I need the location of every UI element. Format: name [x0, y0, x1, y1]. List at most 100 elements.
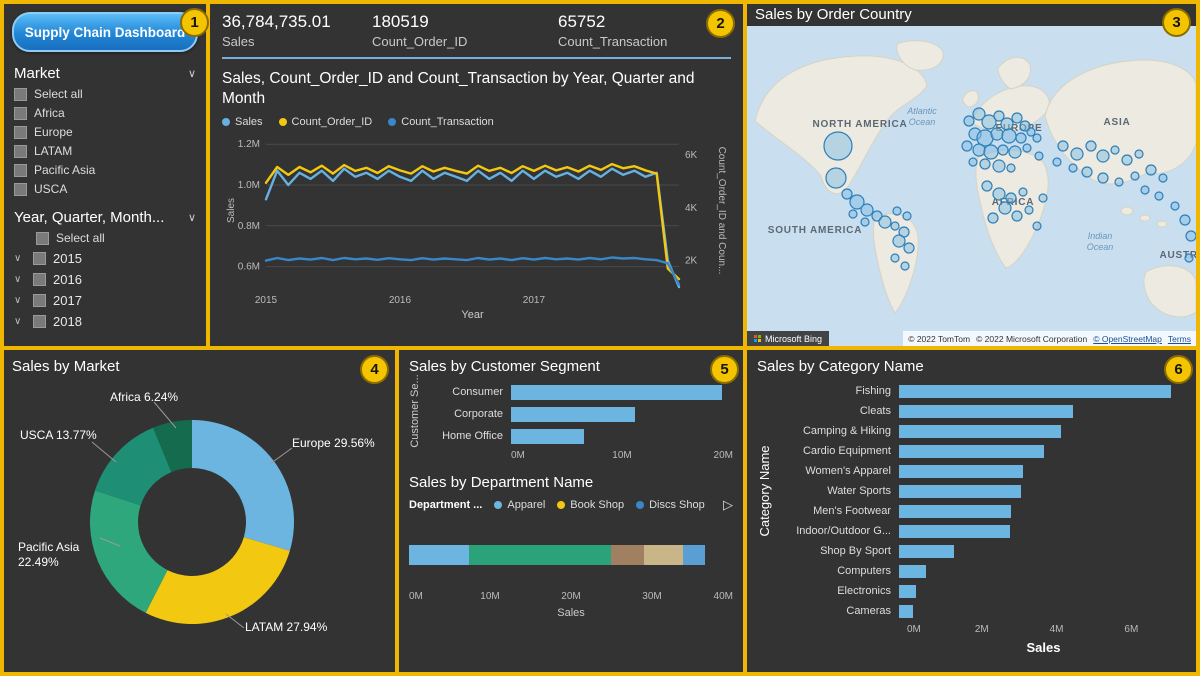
country-sales-bubble[interactable]: [849, 194, 865, 210]
market-option-row[interactable]: Pacific Asia: [14, 163, 196, 177]
country-sales-bubble[interactable]: [972, 143, 986, 157]
category-bar[interactable]: [899, 464, 1023, 478]
country-sales-bubble[interactable]: [878, 215, 892, 229]
line-series-count_transaction[interactable]: [264, 256, 681, 286]
country-sales-bubble[interactable]: [1024, 205, 1034, 215]
country-sales-bubble[interactable]: [1005, 192, 1017, 204]
country-sales-bubble[interactable]: [998, 201, 1012, 215]
chevron-down-icon[interactable]: ∨: [187, 212, 196, 224]
country-sales-bubble[interactable]: [1096, 149, 1110, 163]
country-sales-bubble[interactable]: [1032, 221, 1042, 231]
country-sales-bubble[interactable]: [825, 167, 847, 189]
year-row[interactable]: ∨ 2016: [14, 272, 196, 287]
country-sales-bubble[interactable]: [968, 157, 978, 167]
country-sales-bubble[interactable]: [1034, 151, 1044, 161]
country-sales-bubble[interactable]: [1008, 145, 1022, 159]
category-bar[interactable]: [899, 444, 1045, 458]
country-sales-bubble[interactable]: [1011, 210, 1023, 222]
stacked-segment[interactable]: [611, 545, 644, 565]
country-sales-bubble[interactable]: [1179, 214, 1191, 226]
country-sales-bubble[interactable]: [1057, 140, 1069, 152]
donut-slice-europe[interactable]: [192, 420, 294, 551]
category-bar[interactable]: [899, 524, 1011, 538]
country-sales-bubble[interactable]: [823, 131, 853, 161]
country-sales-bubble[interactable]: [987, 212, 999, 224]
country-sales-bubble[interactable]: [979, 158, 991, 170]
country-sales-bubble[interactable]: [1140, 185, 1150, 195]
line-series-count_order_id[interactable]: [264, 163, 681, 281]
country-sales-bubble[interactable]: [1015, 132, 1027, 144]
country-sales-bubble[interactable]: [1185, 230, 1196, 242]
country-sales-bubble[interactable]: [1110, 145, 1120, 155]
country-sales-bubble[interactable]: [990, 127, 1004, 141]
stacked-segment[interactable]: [409, 545, 469, 565]
country-sales-bubble[interactable]: [1070, 147, 1084, 161]
legend-item-sales[interactable]: Sales: [222, 116, 263, 128]
category-bar[interactable]: [899, 404, 1074, 418]
category-bar[interactable]: [899, 604, 914, 618]
world-map[interactable]: NORTH AMERICAEUROPEASIAAFRICASOUTH AMERI…: [747, 26, 1196, 346]
expand-chevron-icon[interactable]: ∨: [14, 274, 22, 285]
country-sales-bubble[interactable]: [997, 144, 1009, 156]
checkbox-icon[interactable]: [36, 231, 49, 245]
country-sales-bubble[interactable]: [903, 242, 915, 254]
checkbox-icon[interactable]: [33, 294, 46, 307]
country-sales-bubble[interactable]: [848, 209, 858, 219]
category-bar[interactable]: [899, 504, 1012, 518]
country-sales-bubble[interactable]: [890, 221, 900, 231]
category-bar[interactable]: [899, 424, 1061, 438]
country-sales-bubble[interactable]: [1006, 163, 1016, 173]
country-sales-bubble[interactable]: [1121, 154, 1133, 166]
market-option-row[interactable]: Select all: [14, 87, 196, 101]
market-option-row[interactable]: Europe: [14, 125, 196, 139]
country-sales-bubble[interactable]: [860, 217, 870, 227]
year-row[interactable]: ∨ 2015: [14, 251, 196, 266]
country-sales-bubble[interactable]: [992, 159, 1006, 173]
legend-item-count_order_id[interactable]: Count_Order_ID: [278, 116, 372, 128]
country-sales-bubble[interactable]: [1019, 120, 1031, 132]
country-sales-bubble[interactable]: [892, 206, 902, 216]
country-sales-bubble[interactable]: [1000, 117, 1014, 131]
stacked-segment[interactable]: [643, 545, 683, 565]
checkbox-icon[interactable]: [14, 106, 27, 120]
country-sales-bubble[interactable]: [1085, 140, 1097, 152]
checkbox-icon[interactable]: [14, 87, 27, 101]
attribution-link[interactable]: Terms: [1167, 333, 1191, 344]
segment-bar[interactable]: [511, 428, 585, 444]
period-slicer-header[interactable]: Year, Quarter, Month... ∨: [14, 209, 196, 226]
country-sales-bubble[interactable]: [963, 115, 975, 127]
year-row[interactable]: ∨ 2018: [14, 314, 196, 329]
department-stacked-bar[interactable]: [409, 545, 705, 565]
country-sales-bubble[interactable]: [1081, 166, 1093, 178]
segment-bar[interactable]: [511, 406, 636, 422]
category-bar[interactable]: [899, 564, 927, 578]
legend-item-discs-shop[interactable]: Discs Shop: [636, 499, 705, 511]
country-sales-bubble[interactable]: [1097, 172, 1109, 184]
country-sales-bubble[interactable]: [1158, 173, 1168, 183]
expand-chevron-icon[interactable]: ∨: [14, 295, 22, 306]
attribution-link[interactable]: © OpenStreetMap: [1093, 333, 1162, 344]
country-sales-bubble[interactable]: [983, 144, 999, 160]
category-bar[interactable]: [899, 384, 1172, 398]
category-bar[interactable]: [899, 544, 954, 558]
country-sales-bubble[interactable]: [981, 180, 993, 192]
checkbox-icon[interactable]: [14, 125, 27, 139]
country-sales-bubble[interactable]: [972, 107, 986, 121]
legend-item-count_transaction[interactable]: Count_Transaction: [388, 116, 494, 128]
country-sales-bubble[interactable]: [1018, 187, 1028, 197]
country-sales-bubble[interactable]: [1154, 191, 1164, 201]
country-sales-bubble[interactable]: [892, 234, 906, 248]
country-sales-bubble[interactable]: [1145, 164, 1157, 176]
donut-slice-latam[interactable]: [145, 537, 290, 624]
country-sales-bubble[interactable]: [1068, 163, 1078, 173]
country-sales-bubble[interactable]: [1011, 112, 1023, 124]
period-select-all[interactable]: Select all: [36, 231, 196, 245]
country-sales-bubble[interactable]: [860, 203, 874, 217]
country-sales-bubble[interactable]: [1032, 133, 1042, 143]
country-sales-bubble[interactable]: [1114, 177, 1124, 187]
stacked-segment[interactable]: [682, 545, 705, 565]
stacked-segment[interactable]: [468, 545, 612, 565]
country-sales-bubble[interactable]: [1038, 193, 1048, 203]
donut-slice-pacific-asia[interactable]: [89, 490, 168, 613]
checkbox-icon[interactable]: [33, 315, 46, 328]
